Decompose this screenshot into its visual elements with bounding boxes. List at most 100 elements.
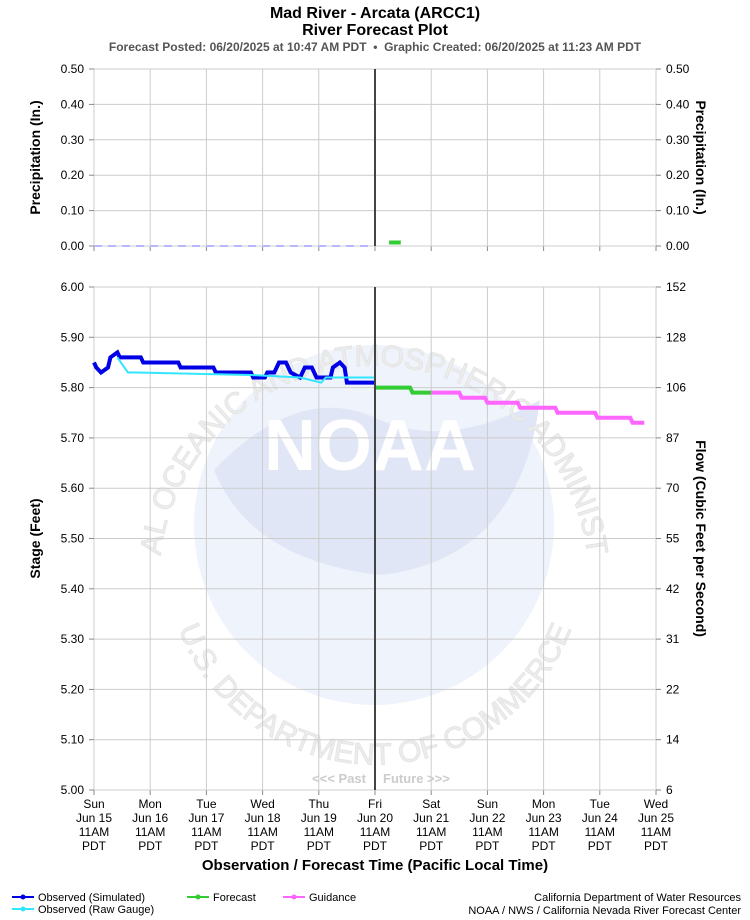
watermark: NOAA NATIONAL OCEANIC AND ATMOSPHERIC AD…	[0, 0, 614, 772]
y-tick-label: 0.20	[666, 168, 690, 182]
x-tick-label: 11AM	[528, 825, 558, 839]
y2-tick-label: 42	[666, 582, 680, 596]
x-tick-label: 11AM	[585, 825, 615, 839]
x-tick-label: Jun 25	[638, 811, 674, 825]
x-tick-label: PDT	[194, 839, 219, 853]
x-tick-label: PDT	[644, 839, 669, 853]
y-tick-label: 6.00	[61, 280, 85, 294]
y-tick-label: 5.60	[61, 481, 85, 495]
x-axis-label: Observation / Forecast Time (Pacific Loc…	[202, 857, 548, 874]
y-tick-label: 0.50	[61, 62, 85, 76]
y-tick-label: 5.40	[61, 582, 85, 596]
legend-marker	[291, 894, 297, 900]
y2-tick-label: 22	[666, 682, 680, 696]
y-axis-label: Stage (Feet)	[27, 498, 43, 578]
x-tick-label: Jun 18	[245, 811, 281, 825]
x-tick-label: PDT	[363, 839, 388, 853]
chart-subtitle: River Forecast Plot	[302, 22, 449, 39]
y-tick-label: 5.90	[61, 330, 85, 344]
x-tick-label: 11AM	[360, 825, 390, 839]
y-tick-label: 0.30	[666, 133, 690, 147]
watermark-shape	[214, 400, 540, 575]
x-tick-label: Fri	[368, 797, 382, 811]
y-tick-label: 5.10	[61, 733, 85, 747]
y-axis-label: Precipitation (In.)	[27, 100, 43, 214]
legend-marker	[20, 906, 26, 912]
posted: Forecast Posted: 06/20/2025 at 10:47 AM …	[109, 40, 642, 54]
legend-label: Forecast	[213, 892, 256, 904]
x-tick-label: Jun 16	[132, 811, 168, 825]
y2-tick-label: 87	[666, 431, 680, 445]
y-tick-label: 0.40	[61, 97, 85, 111]
x-tick-label: Jun 24	[582, 811, 618, 825]
x-tick-label: Jun 19	[301, 811, 337, 825]
x-tick-label: 11AM	[79, 825, 109, 839]
y-tick-label: 5.50	[61, 532, 85, 546]
x-tick-label: PDT	[419, 839, 444, 853]
x-tick-label: 11AM	[304, 825, 334, 839]
y2-tick-label: 152	[666, 280, 686, 294]
y2-tick-label: 70	[666, 481, 680, 495]
series-line	[375, 385, 432, 395]
legend-label: Observed (Simulated)	[38, 892, 145, 904]
x-tick-label: PDT	[475, 839, 500, 853]
y2-tick-label: 14	[666, 733, 680, 747]
y-tick-label: 0.20	[61, 168, 85, 182]
credit: NOAA / NWS / California Nevada River For…	[468, 905, 741, 917]
x-tick-label: PDT	[588, 839, 613, 853]
y2-tick-label: 106	[666, 381, 686, 395]
x-tick-label: 11AM	[472, 825, 502, 839]
x-tick-label: PDT	[307, 839, 332, 853]
x-tick-label: Jun 21	[413, 811, 449, 825]
x-tick-label: Jun 17	[188, 811, 224, 825]
y2-axis-label: Precipitation (In.)	[693, 100, 709, 214]
y2-tick-label: 31	[666, 632, 680, 646]
x-tick-label: Jun 15	[76, 811, 112, 825]
y-tick-label: 0.40	[666, 97, 690, 111]
x-tick-label: PDT	[82, 839, 107, 853]
watermark-center: NOAA	[264, 406, 476, 486]
x-tick-label: 11AM	[416, 825, 446, 839]
y-tick-label: 5.00	[61, 783, 85, 797]
y-tick-label: 0.10	[61, 204, 85, 218]
x-tick-label: Mon	[532, 797, 555, 811]
x-tick-label: Tue	[196, 797, 217, 811]
y-tick-label: 0.30	[61, 133, 85, 147]
x-tick-label: Thu	[308, 797, 329, 811]
x-tick-label: Sat	[422, 797, 441, 811]
x-tick-label: 11AM	[135, 825, 165, 839]
x-tick-label: 11AM	[191, 825, 221, 839]
x-tick-label: Jun 20	[357, 811, 393, 825]
x-tick-label: Wed	[250, 797, 274, 811]
y-tick-label: 0.10	[666, 204, 690, 218]
x-tick-label: Sun	[83, 797, 104, 811]
y2-tick-label: 55	[666, 532, 680, 546]
y2-tick-label: 6	[666, 783, 673, 797]
y2-axis-label: Flow (Cubic Feet per Second)	[693, 440, 709, 637]
x-tick-label: PDT	[138, 839, 163, 853]
chart-title: Mad River - Arcata (ARCC1)	[270, 5, 480, 22]
x-tick-label: 11AM	[247, 825, 277, 839]
x-tick-label: 11AM	[641, 825, 671, 839]
annotation: Future >>>	[383, 771, 450, 786]
x-tick-label: Jun 23	[526, 811, 562, 825]
legend-marker	[20, 894, 26, 900]
series-line	[431, 390, 645, 425]
y-tick-label: 5.70	[61, 431, 85, 445]
y-tick-label: 5.80	[61, 381, 85, 395]
y-tick-label: 0.50	[666, 62, 690, 76]
y2-tick-label: 128	[666, 330, 686, 344]
x-tick-label: Sun	[477, 797, 498, 811]
credit: California Department of Water Resources	[534, 892, 741, 904]
y-tick-label: 0.00	[61, 239, 85, 253]
x-tick-label: Wed	[644, 797, 668, 811]
x-tick-label: PDT	[251, 839, 276, 853]
y-tick-label: 0.00	[666, 239, 690, 253]
x-tick-label: Jun 22	[469, 811, 505, 825]
legend-label: Guidance	[309, 892, 356, 904]
x-tick-label: Tue	[590, 797, 611, 811]
y-tick-label: 5.20	[61, 682, 85, 696]
y-tick-label: 5.30	[61, 632, 85, 646]
x-tick-label: Mon	[139, 797, 162, 811]
